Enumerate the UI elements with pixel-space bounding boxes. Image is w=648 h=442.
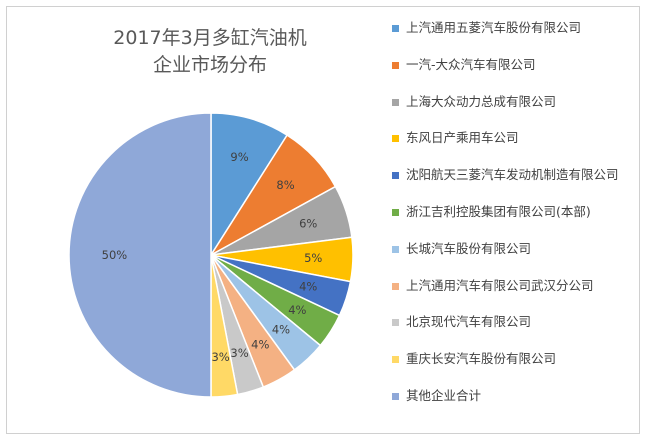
pie-slice-1 (210, 112, 289, 258)
legend-label-4: 东风日产乘用车公司 (406, 130, 519, 146)
chart-title: 2017年3月多缸汽油机 企业市场分布 (95, 25, 325, 79)
legend-label-9: 北京现代汽车有限公司 (406, 314, 532, 330)
legend-label-3: 上海大众动力总成有限公司 (406, 93, 557, 109)
legend-label-10: 重庆长安汽车股份有限公司 (406, 351, 557, 367)
legend-item-7: 长城汽车股份有限公司 (392, 239, 637, 276)
legend-swatch-4 (392, 135, 399, 143)
legend-swatch-3 (392, 98, 399, 106)
legend-label-11: 其他企业合计 (406, 387, 482, 403)
data-label-1: 9% (230, 150, 248, 164)
legend-label-7: 长城汽车股份有限公司 (406, 240, 532, 256)
legend-item-6: 浙江吉利控股集团有限公司(本部) (392, 202, 637, 239)
legend-item-1: 上汽通用五菱汽车股份有限公司 (392, 18, 637, 55)
legend-swatch-10 (392, 356, 399, 364)
data-label-6: 4% (288, 303, 306, 317)
legend-swatch-8 (392, 282, 399, 290)
legend-swatch-6 (392, 208, 399, 216)
legend-label-2: 一汽-大众汽车有限公司 (406, 56, 536, 72)
legend-swatch-2 (392, 61, 399, 69)
legend-swatch-7 (392, 245, 399, 253)
data-label-5: 4% (299, 280, 317, 294)
legend-item-11: 其他企业合计 (392, 386, 637, 423)
legend-item-9: 北京现代汽车有限公司 (392, 312, 637, 349)
legend-item-3: 上海大众动力总成有限公司 (392, 92, 637, 129)
data-label-2: 8% (276, 178, 294, 192)
data-label-11: 50% (102, 248, 128, 262)
legend-item-8: 上汽通用汽车有限公司武汉分公司 (392, 276, 637, 313)
pie-slice-11 (68, 112, 212, 398)
data-label-3: 6% (299, 216, 317, 230)
chart-title-line-1: 2017年3月多缸汽油机 (113, 27, 307, 49)
data-label-9: 3% (230, 346, 248, 360)
legend-item-2: 一汽-大众汽车有限公司 (392, 55, 637, 92)
legend-swatch-5 (392, 172, 399, 180)
legend-label-1: 上汽通用五菱汽车股份有限公司 (406, 20, 582, 35)
data-label-7: 4% (272, 323, 290, 337)
legend-swatch-9 (392, 319, 399, 327)
legend-item-10: 重庆长安汽车股份有限公司 (392, 349, 637, 386)
legend-label-8: 上汽通用汽车有限公司武汉分公司 (406, 277, 594, 293)
legend-swatch-1 (392, 25, 399, 32)
chart-title-line-2: 企业市场分布 (152, 54, 267, 76)
data-label-8: 4% (251, 338, 269, 352)
legend-label-5: 沈阳航天三菱汽车发动机制造有限公司 (406, 167, 619, 183)
legend-item-5: 沈阳航天三菱汽车发动机制造有限公司 (392, 165, 637, 202)
legend-item-4: 东风日产乘用车公司 (392, 128, 637, 165)
chart-legend: 上汽通用五菱汽车股份有限公司 一汽-大众汽车有限公司上海大众动力总成有限公司 东风日… (392, 18, 637, 423)
data-label-10: 3% (211, 350, 229, 364)
data-label-4: 5% (304, 251, 322, 265)
legend-label-6: 浙江吉利控股集团有限公司(本部) (406, 203, 591, 219)
legend-swatch-11 (392, 392, 399, 400)
